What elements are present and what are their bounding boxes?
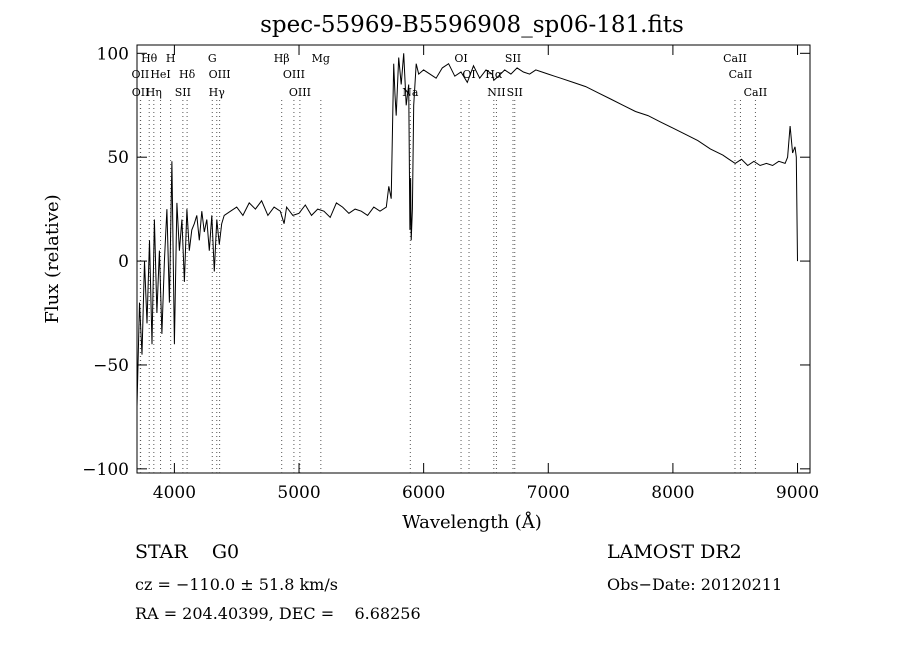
y-tick-label: −50 bbox=[93, 356, 129, 376]
line-label: SII bbox=[505, 52, 521, 65]
line-label: Hδ bbox=[179, 68, 196, 81]
observation-date: Obs−Date: 20120211 bbox=[607, 575, 783, 594]
spectrum-line bbox=[136, 53, 798, 407]
line-label: OIII bbox=[289, 86, 311, 99]
survey-name: LAMOST DR2 bbox=[607, 541, 742, 563]
line-label: Mg bbox=[312, 52, 330, 65]
redshift-value: cz = −110.0 ± 51.8 km/s bbox=[135, 575, 338, 594]
y-tick-label: 0 bbox=[118, 252, 129, 272]
x-tick-label: 7000 bbox=[527, 483, 570, 503]
x-tick-label: 8000 bbox=[651, 483, 694, 503]
x-tick-label: 9000 bbox=[776, 483, 819, 503]
x-tick-label: 6000 bbox=[402, 483, 445, 503]
line-label: CaII bbox=[729, 68, 753, 81]
y-tick-label: 100 bbox=[97, 44, 129, 64]
line-label: CaII bbox=[723, 52, 747, 65]
line-label: Hγ bbox=[209, 86, 226, 99]
x-tick-label: 5000 bbox=[277, 483, 320, 503]
line-label: Hα bbox=[485, 68, 503, 81]
y-axis-label: Flux (relative) bbox=[42, 194, 63, 323]
line-label: Na bbox=[402, 86, 419, 99]
coordinates: RA = 204.40399, DEC = 6.68256 bbox=[135, 604, 421, 623]
line-label: OIII bbox=[283, 68, 305, 81]
plot-frame bbox=[136, 44, 811, 474]
line-label: NII bbox=[487, 86, 505, 99]
y-tick-label: 50 bbox=[107, 148, 129, 168]
line-label: CaII bbox=[744, 86, 768, 99]
line-label: OII bbox=[132, 86, 150, 99]
line-label: H bbox=[166, 52, 176, 65]
line-label: OI bbox=[462, 68, 475, 81]
line-markers: Hθ H G Hβ Mg OI SII CaII OII HeI OIII OIII OI Hα CaII O… bbox=[132, 52, 768, 473]
line-label: Hθ bbox=[141, 52, 158, 65]
x-axis-label: Wavelength (Å) bbox=[402, 511, 542, 533]
line-label: HeI bbox=[150, 68, 170, 81]
line-label: SII bbox=[175, 86, 191, 99]
line-label: SII bbox=[507, 86, 523, 99]
object-class: STAR G0 bbox=[135, 541, 240, 563]
x-tick-label: 4000 bbox=[153, 483, 196, 503]
y-tick-label: −100 bbox=[82, 460, 129, 480]
line-label: G bbox=[208, 52, 217, 65]
chart-title: spec-55969-B5596908_sp06-181.fits bbox=[260, 12, 684, 38]
axis-ticks: 4000 5000 6000 7000 8000 9000 100 50 0 −50 −100 bbox=[82, 44, 819, 503]
line-label: Hβ bbox=[274, 52, 290, 65]
line-label: OII bbox=[132, 68, 150, 81]
line-label: Hη bbox=[146, 86, 162, 99]
line-label: OI bbox=[454, 52, 467, 65]
line-label: OIII bbox=[209, 68, 231, 81]
